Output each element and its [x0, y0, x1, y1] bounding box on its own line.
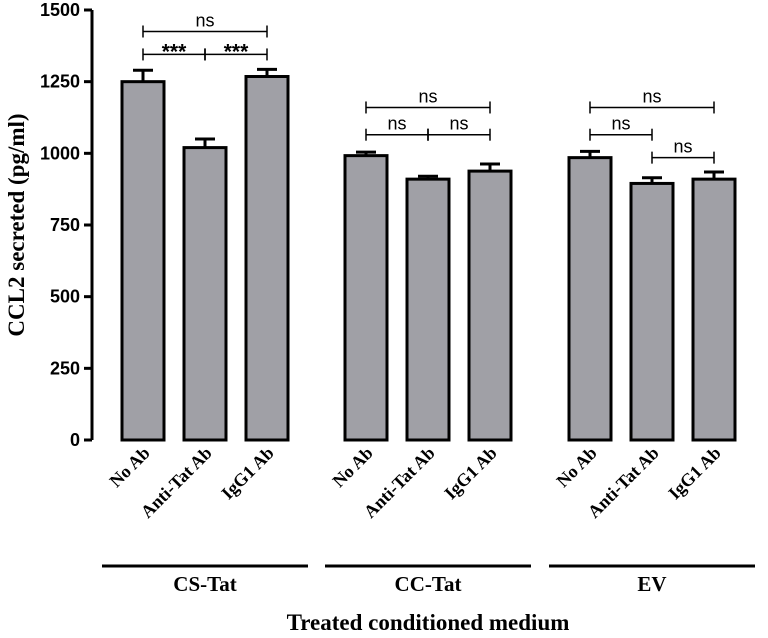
bar	[467, 169, 513, 442]
y-tick-label: 1000	[40, 143, 80, 163]
y-tick-label: 500	[50, 287, 80, 307]
group-label: CS-Tat	[173, 572, 236, 596]
y-axis-title: CCL2 secreted (pg/ml)	[4, 113, 29, 336]
bar	[182, 146, 228, 442]
significance-label: ns	[611, 114, 630, 134]
category-label: IgG1 Ab	[664, 443, 724, 503]
bar	[629, 181, 675, 442]
group-label: EV	[637, 572, 666, 596]
bar	[405, 177, 451, 442]
y-axis: 0 250 500 750 1000 1250 1500	[40, 0, 94, 450]
y-tick-label: 250	[50, 358, 80, 378]
significance-label: ns	[418, 86, 437, 106]
significance-label: ***	[162, 40, 187, 63]
significance-label: ns	[449, 114, 468, 134]
y-tick-label: 750	[50, 215, 80, 235]
group-labels: CS-Tat CC-Tat EV	[102, 564, 755, 596]
significance-label: ns	[195, 11, 214, 31]
category-label: No Ab	[328, 443, 376, 491]
significance-label: ns	[673, 137, 692, 157]
bar	[244, 75, 290, 442]
bars	[120, 67, 737, 442]
significance-label: ***	[224, 40, 249, 63]
y-tick-label: 1250	[40, 72, 80, 92]
group-label: CC-Tat	[395, 572, 462, 596]
bar	[120, 80, 166, 442]
significance-label: ns	[642, 86, 661, 106]
bar	[691, 177, 737, 442]
category-label: No Ab	[105, 443, 153, 491]
significance-label: ns	[387, 114, 406, 134]
category-label: IgG1 Ab	[217, 443, 277, 503]
y-tick-label: 1500	[40, 0, 80, 20]
bar	[343, 154, 389, 442]
x-axis-title: Treated conditioned medium	[287, 610, 570, 635]
y-tick-label: 0	[70, 430, 80, 450]
bar	[567, 156, 613, 442]
category-label: No Ab	[552, 443, 600, 491]
category-label: IgG1 Ab	[440, 443, 500, 503]
